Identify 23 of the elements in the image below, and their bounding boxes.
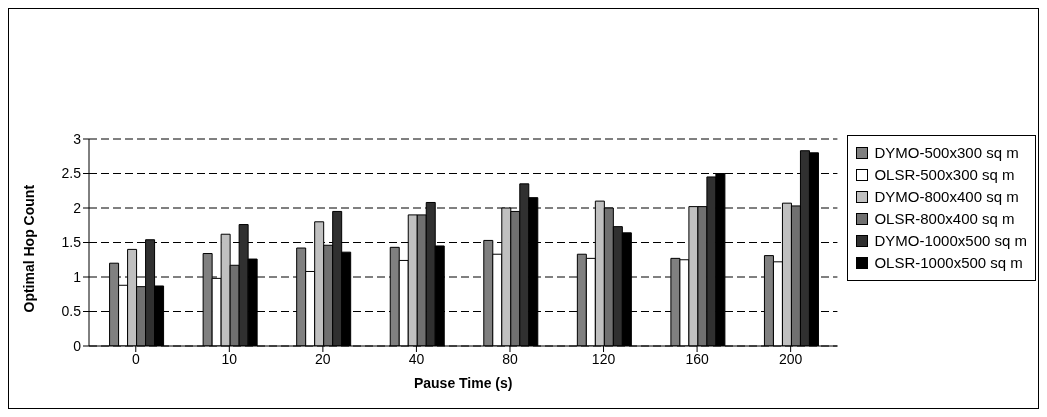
y-axis-title: Optimal Hop Count bbox=[20, 184, 37, 313]
y-tick-label: 2 bbox=[73, 199, 82, 216]
legend-label: DYMO-1000x500 sq m bbox=[874, 230, 1027, 251]
y-tick-label: 2.5 bbox=[61, 165, 82, 182]
legend-label: DYMO-800x400 sq m bbox=[874, 186, 1019, 207]
y-tick-label: 0.5 bbox=[61, 303, 82, 320]
x-tick-label: 200 bbox=[778, 350, 803, 367]
x-tick-label: 40 bbox=[408, 350, 425, 367]
x-tick-label: 10 bbox=[221, 350, 238, 367]
legend-label: OLSR-1000x500 sq m bbox=[874, 252, 1023, 273]
x-tick-label: 0 bbox=[131, 350, 140, 367]
y-tick-label: 3 bbox=[73, 130, 82, 147]
x-tick-label: 80 bbox=[502, 350, 518, 367]
legend-label: OLSR-500x300 sq m bbox=[874, 164, 1015, 185]
x-tick-label: 20 bbox=[315, 350, 331, 367]
x-tick-label: 160 bbox=[685, 350, 709, 367]
y-tick-label: 1.5 bbox=[61, 234, 82, 251]
legend-label: DYMO-500x300 sq m bbox=[874, 142, 1019, 163]
legend-label: OLSR-800x400 sq m bbox=[874, 208, 1015, 229]
y-tick-label: 0 bbox=[73, 337, 82, 354]
y-tick-label: 1 bbox=[73, 268, 82, 285]
x-axis-title: Pause Time (s) bbox=[413, 375, 513, 391]
x-tick-label: 120 bbox=[591, 350, 616, 367]
